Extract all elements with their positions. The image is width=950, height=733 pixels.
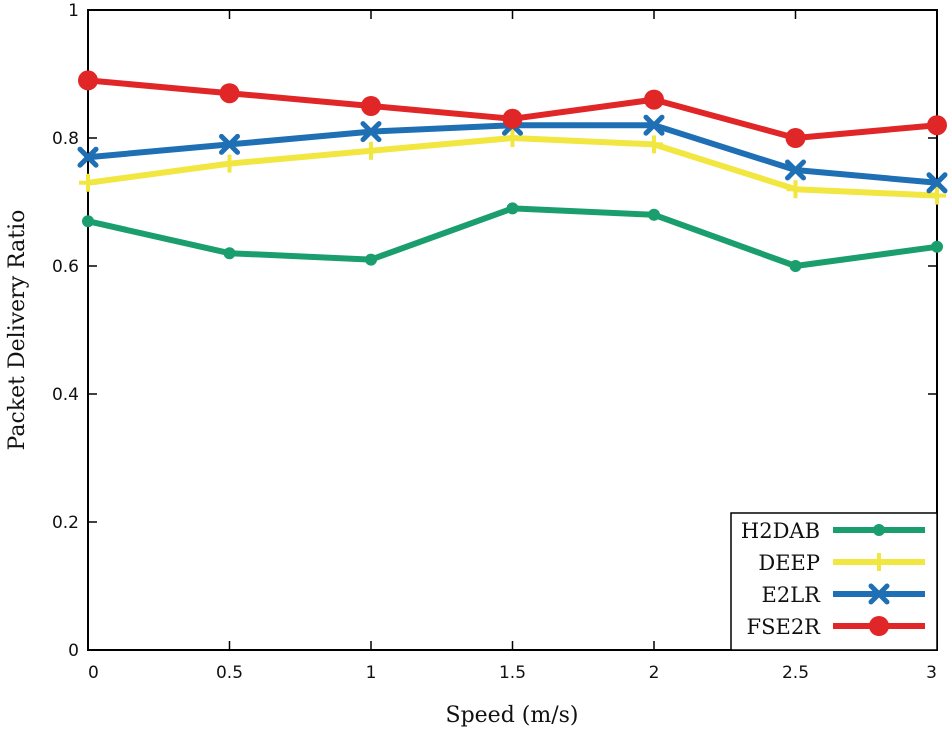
legend-marker <box>870 553 888 571</box>
data-point-e2lr <box>926 172 948 194</box>
x-tick-label: 1 <box>366 663 377 683</box>
data-point-fse2r <box>644 89 664 110</box>
legend-marker <box>869 616 889 636</box>
x-axis-title: Speed (m/s) <box>446 703 579 728</box>
legend-label: DEEP <box>758 551 820 575</box>
y-tick-label: 1 <box>68 1 79 21</box>
series-lines <box>77 70 948 272</box>
legend-label: H2DAB <box>741 519 820 543</box>
data-point-h2dab <box>82 215 94 228</box>
data-point-h2dab <box>931 240 943 253</box>
x-tick-label: 0.5 <box>216 663 243 683</box>
data-point-fse2r <box>502 108 523 129</box>
data-point-e2lr <box>77 146 99 168</box>
data-point-fse2r <box>361 96 381 116</box>
legend-marker <box>868 583 890 605</box>
data-point-h2dab <box>789 260 802 272</box>
legend-label: E2LR <box>762 583 822 607</box>
data-point-deep <box>362 141 380 160</box>
data-point-h2dab <box>506 202 519 215</box>
data-point-deep <box>928 186 946 205</box>
data-point-h2dab <box>365 253 377 266</box>
y-tick-label: 0.2 <box>52 513 79 533</box>
axis-ticks: 0 0.2 0.4 0.6 0.8 1 0 0.5 1 1.5 2 2.5 3 <box>52 1 938 683</box>
y-tick-label: 0.6 <box>52 257 79 277</box>
x-tick-label: 3 <box>926 663 937 683</box>
legend-marker <box>873 524 885 536</box>
x-tick-label: 1.5 <box>499 663 526 683</box>
y-tick-label: 0.8 <box>52 129 79 149</box>
data-point-deep <box>220 154 239 173</box>
data-point-e2lr <box>219 133 240 155</box>
data-point-fse2r <box>785 128 806 148</box>
data-point-h2dab <box>648 208 660 221</box>
y-tick-label: 0 <box>68 641 79 661</box>
data-point-e2lr <box>785 159 806 181</box>
y-tick-label: 0.4 <box>52 385 79 405</box>
x-tick-label: 2 <box>649 663 660 683</box>
data-point-e2lr <box>360 121 382 143</box>
data-point-deep <box>79 173 97 192</box>
data-point-e2lr <box>643 114 665 136</box>
data-point-deep <box>786 180 805 199</box>
data-point-h2dab <box>223 247 236 260</box>
legend: H2DAB DEEP E2LR FSE2R <box>730 512 938 651</box>
data-point-fse2r <box>219 83 240 104</box>
series-line-h2dab <box>87 205 938 269</box>
x-tick-label: 2.5 <box>782 663 809 683</box>
legend-label: FSE2R <box>747 615 822 639</box>
y-axis-title: Packet Delivery Ratio <box>5 210 30 451</box>
data-point-deep <box>503 129 522 147</box>
x-tick-label: 0 <box>88 663 99 683</box>
data-point-fse2r <box>78 70 98 91</box>
data-point-deep <box>645 135 663 154</box>
data-point-fse2r <box>927 115 947 136</box>
